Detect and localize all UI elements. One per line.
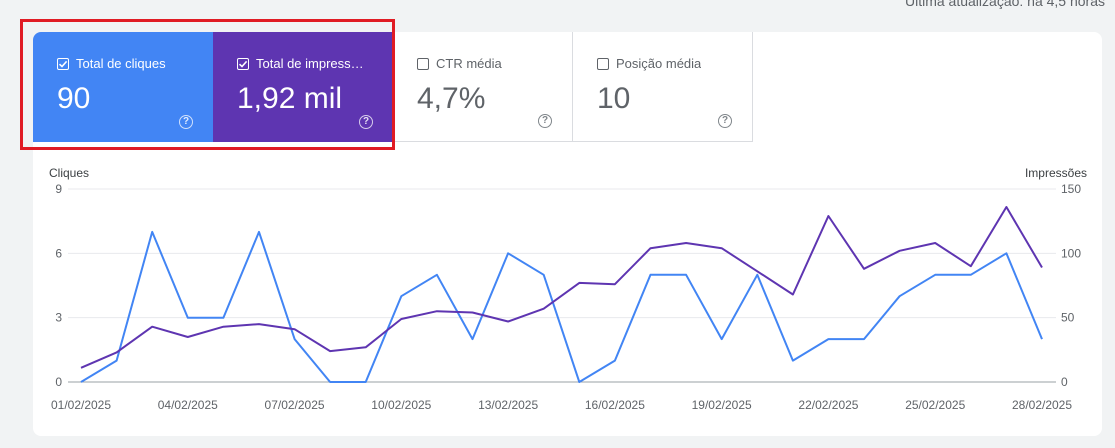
x-tick-label: 28/02/2025: [1012, 398, 1072, 412]
y-right-tick-label: 100: [1061, 246, 1081, 260]
help-icon[interactable]: ?: [718, 114, 732, 128]
help-icon[interactable]: ?: [359, 115, 373, 129]
metric-value: 10: [597, 82, 631, 115]
y-left-tick-label: 0: [55, 375, 62, 389]
help-icon[interactable]: ?: [538, 114, 552, 128]
x-tick-label: 01/02/2025: [51, 398, 111, 412]
metric-card-total-impressions[interactable]: Total de impressões 1,92 mil ?: [213, 32, 393, 142]
checkbox-checked-icon[interactable]: [57, 57, 69, 70]
metric-card-position[interactable]: Posição média 10 ?: [573, 32, 753, 142]
x-tick-label: 13/02/2025: [478, 398, 538, 412]
series-line-impressions: [80, 206, 1043, 369]
last-update-note: Última atualização: há 4,5 horas: [905, 0, 1105, 9]
x-tick-label: 19/02/2025: [692, 398, 752, 412]
metric-card-ctr[interactable]: CTR média 4,7% ?: [393, 32, 573, 142]
x-tick-label: 07/02/2025: [265, 398, 325, 412]
checkbox-unchecked-icon[interactable]: [417, 57, 429, 70]
y-left-tick-label: 3: [55, 311, 62, 325]
checkbox-unchecked-icon[interactable]: [597, 57, 609, 70]
y-left-tick-label: 9: [55, 182, 62, 196]
x-tick-label: 25/02/2025: [905, 398, 965, 412]
checkbox-checked-icon[interactable]: [237, 57, 249, 70]
series-line-clicks: [80, 230, 1043, 383]
x-tick-label: 16/02/2025: [585, 398, 645, 412]
metric-cards: Total de cliques 90 ? Total de impressõe…: [33, 32, 753, 142]
y-right-tick-label: 50: [1061, 311, 1075, 325]
metric-card-total-clicks[interactable]: Total de cliques 90 ?: [33, 32, 213, 142]
x-tick-label: 10/02/2025: [371, 398, 431, 412]
help-icon[interactable]: ?: [179, 115, 193, 129]
y-right-tick-label: 0: [1061, 375, 1068, 389]
y-right-axis-label: Impressões: [1025, 166, 1087, 180]
x-tick-label: 22/02/2025: [798, 398, 858, 412]
metric-value: 4,7%: [417, 82, 486, 115]
metric-value: 90: [57, 82, 91, 115]
y-left-axis-label: Cliques: [49, 166, 89, 180]
metric-value: 1,92 mil: [237, 82, 343, 115]
y-right-tick-label: 150: [1061, 182, 1081, 196]
y-left-tick-label: 6: [55, 246, 62, 260]
x-tick-label: 04/02/2025: [158, 398, 218, 412]
